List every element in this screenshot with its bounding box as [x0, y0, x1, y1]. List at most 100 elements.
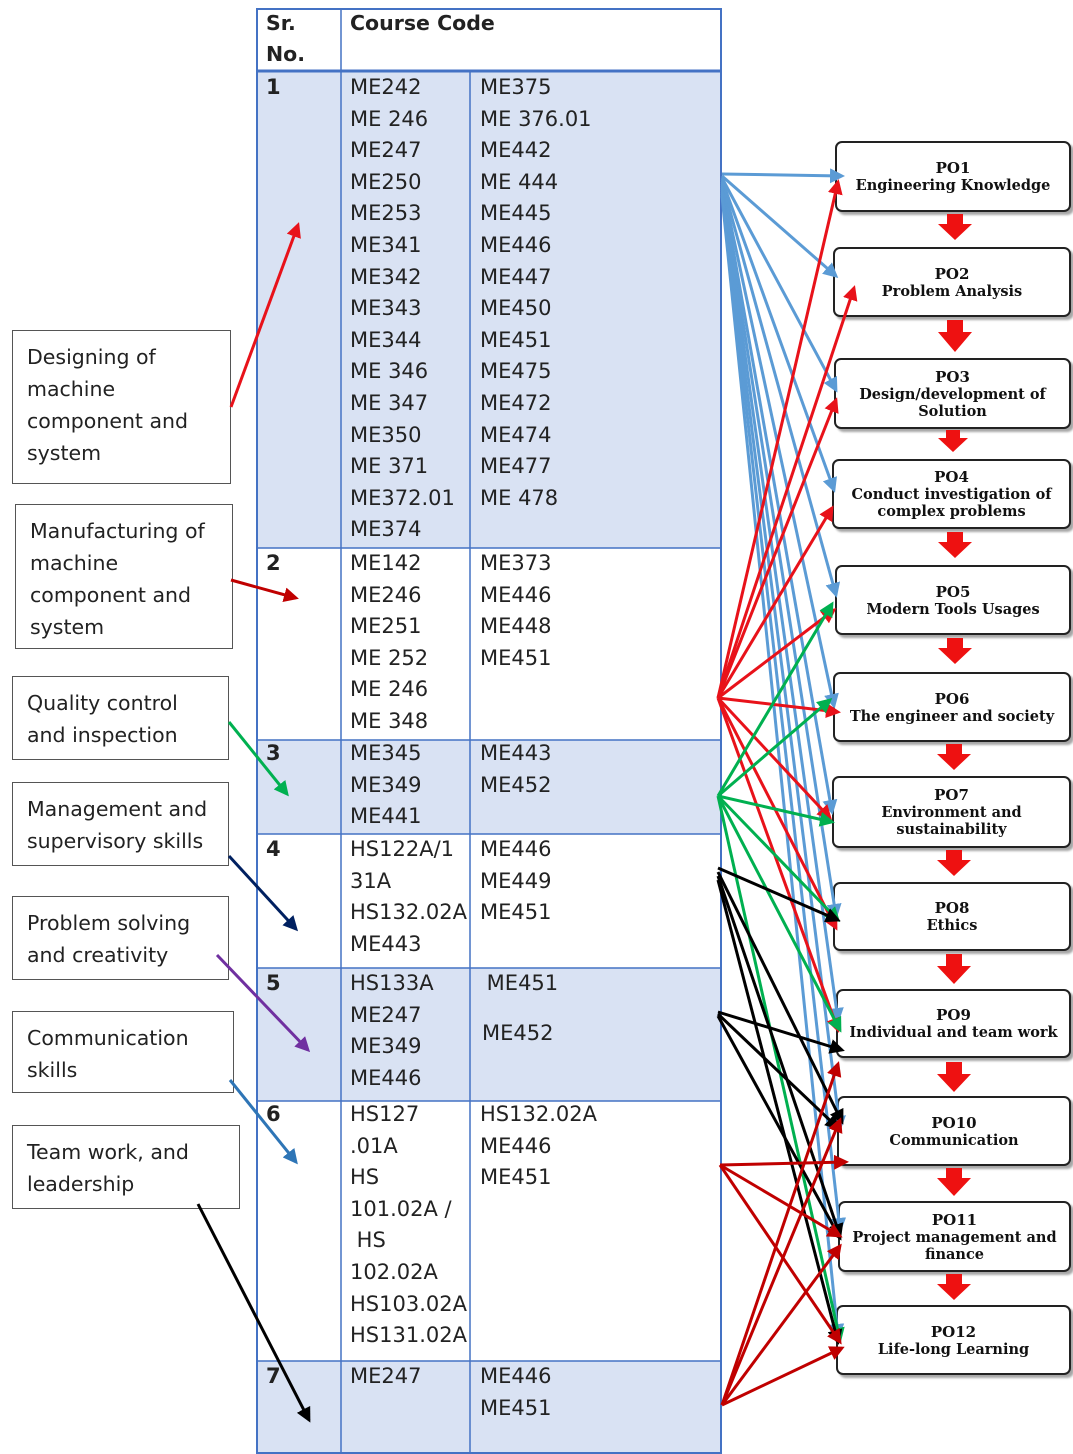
- course-code: ME 252: [350, 645, 429, 670]
- po-code: PO10: [931, 1113, 977, 1132]
- po-name: Project management and finance: [852, 1228, 1057, 1263]
- link-row3-po9: [716, 795, 842, 1033]
- po-code: PO6: [934, 689, 970, 708]
- table-row-3-sr: 3: [266, 741, 281, 765]
- course-code: ME445: [480, 201, 552, 226]
- po-code: PO3: [935, 367, 970, 386]
- link-row1-po4: [720, 179, 837, 493]
- arrow-problem-solving: [215, 953, 311, 1053]
- course-code: ME250: [350, 169, 422, 194]
- link-row7-po9: [720, 1061, 842, 1406]
- course-code: ME142: [350, 551, 422, 575]
- table-row-3-col1: ME345 ME349 ME441: [350, 738, 421, 833]
- link-row2-po5: [717, 608, 837, 700]
- course-code: HS131.02A: [350, 1323, 467, 1348]
- skill-label: Manufacturing of machine component and s…: [30, 519, 205, 639]
- course-code: ME350: [350, 422, 422, 447]
- arrow-quality: [227, 721, 289, 797]
- po-code: PO11: [931, 1210, 978, 1229]
- course-code: ME374: [350, 517, 422, 542]
- table-row-1-col2: ME375 ME 376.01 ME442 ME 444 ME445 ME446…: [480, 72, 592, 514]
- course-code: ME446: [350, 1065, 422, 1090]
- link-row7-po10: [720, 1117, 843, 1406]
- table-row-1-col1: ME242 ME 246 ME247 ME250 ME253 ME341 ME3…: [350, 72, 455, 546]
- link-row3-po6: [717, 698, 833, 798]
- course-code: HS132.02A: [480, 1102, 597, 1126]
- table-row-7-col1: ME247: [350, 1361, 421, 1393]
- link-row3-po5: [716, 601, 834, 797]
- table-row-7-col2: ME446 ME451: [480, 1361, 551, 1424]
- link-row7-po12: [721, 1346, 845, 1407]
- link-row1-po2: [721, 174, 839, 278]
- link-row1-po9: [720, 189, 844, 1023]
- course-code: ME246: [350, 582, 422, 607]
- link-row2-po8: [716, 697, 838, 931]
- arrow-communication: [228, 1079, 298, 1165]
- link-row6-po11: [719, 1163, 843, 1238]
- po-name: Communication: [889, 1131, 1019, 1149]
- link-row1-po11: [720, 193, 847, 1233]
- table-row-7-sr: 7: [266, 1364, 281, 1388]
- header-course-label: Course Code: [350, 11, 495, 35]
- link-row4-po8: [717, 866, 841, 923]
- link-row7-po11: [720, 1243, 842, 1406]
- link-row5-po9: [717, 1010, 845, 1054]
- course-code: HS133A: [350, 971, 434, 995]
- skill-label: Problem solving and creativity: [27, 911, 191, 967]
- row-bg-3: [256, 740, 722, 834]
- po-code: PO1: [935, 159, 971, 177]
- po-name: Ethics: [926, 917, 978, 934]
- po-name: The engineer and society: [849, 707, 1055, 725]
- flow-arrow-po5-po6: [938, 638, 972, 664]
- course-code: ME349: [350, 772, 422, 797]
- course-code: ME451: [480, 645, 552, 670]
- course-code: ME474: [480, 422, 552, 447]
- row-bg-7: [256, 1361, 722, 1454]
- course-code: ME 246: [350, 677, 429, 702]
- course-code: ME341: [350, 232, 422, 257]
- po-box-2: PO2 Problem Analysis: [833, 247, 1071, 317]
- link-row2-po7: [716, 696, 833, 821]
- po-box-12: PO12 Life-long Learning: [836, 1305, 1071, 1375]
- course-code: ME477: [480, 454, 552, 479]
- po-box-1: PO1 Engineering Knowledge: [835, 141, 1071, 212]
- arrow-management: [227, 854, 299, 932]
- po-name: Environment and sustainability: [881, 804, 1022, 838]
- course-code: HS127: [350, 1102, 420, 1126]
- table-header-sr: Sr. No.: [262, 8, 342, 70]
- course-code: 31A: [350, 868, 392, 893]
- po-name: Life-long Learning: [877, 1340, 1030, 1358]
- flow-arrow-po7-po8: [937, 850, 971, 876]
- table-row-5-sr: 5: [266, 971, 281, 995]
- skill-label: Quality control and inspection: [27, 691, 178, 747]
- table-row-6-col2: HS132.02A ME446 ME451: [480, 1099, 597, 1194]
- link-row2-po1: [716, 179, 843, 699]
- link-row2-po4: [716, 505, 834, 699]
- course-code: ME450: [480, 296, 552, 321]
- course-code: ME247: [350, 1002, 422, 1027]
- course-code: ME446: [480, 1364, 552, 1388]
- course-code: 102.02A: [350, 1259, 438, 1284]
- skill-box-quality: Quality control and inspection: [12, 676, 229, 760]
- po-box-11: PO11 Project management and finance: [838, 1201, 1071, 1272]
- table-row-2-col1: ME142 ME246 ME251 ME 252 ME 246 ME 348: [350, 548, 428, 738]
- course-code: ME448: [480, 614, 552, 639]
- flow-arrow-po9-po10: [937, 1062, 971, 1092]
- course-code: ME446: [480, 232, 552, 257]
- table-row-3-col2: ME443 ME452: [480, 738, 551, 801]
- course-code: ME 444: [480, 169, 559, 194]
- skill-box-management: Management and supervisory skills: [12, 782, 229, 866]
- course-code: ME451: [480, 971, 559, 995]
- flow-arrow-po8-po9: [937, 954, 971, 984]
- course-code: ME451: [480, 1395, 552, 1420]
- link-row2-po3: [716, 397, 839, 699]
- course-code: ME373: [480, 551, 552, 575]
- po-box-3: PO3 Design/development of Solution: [834, 358, 1071, 429]
- po-box-8: PO8 Ethics: [833, 882, 1071, 951]
- arrow-teamwork: [196, 1203, 311, 1423]
- course-code: ME446: [480, 837, 552, 861]
- skill-label: Team work, and leadership: [27, 1140, 189, 1196]
- link-row4-po10: [716, 871, 844, 1125]
- link-row3-po7: [717, 794, 835, 827]
- table-row-6-sr: 6: [266, 1102, 281, 1126]
